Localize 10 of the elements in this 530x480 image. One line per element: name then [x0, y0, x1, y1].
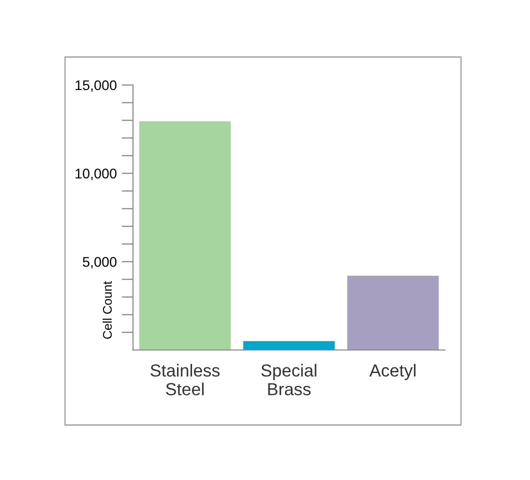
x-tick-label: Stainless Steel [150, 364, 220, 396]
y-axis-title: Cell Count [102, 281, 112, 339]
bar [139, 121, 231, 350]
y-tick-label: 5,000 [82, 257, 116, 268]
x-tick-label: Acetyl [369, 364, 416, 380]
bar [347, 276, 439, 350]
bar [243, 341, 335, 350]
y-tick-label: 15,000 [76, 80, 116, 92]
y-tick-label: 10,000 [76, 168, 116, 180]
x-tick-label: Special Brass [261, 364, 316, 396]
